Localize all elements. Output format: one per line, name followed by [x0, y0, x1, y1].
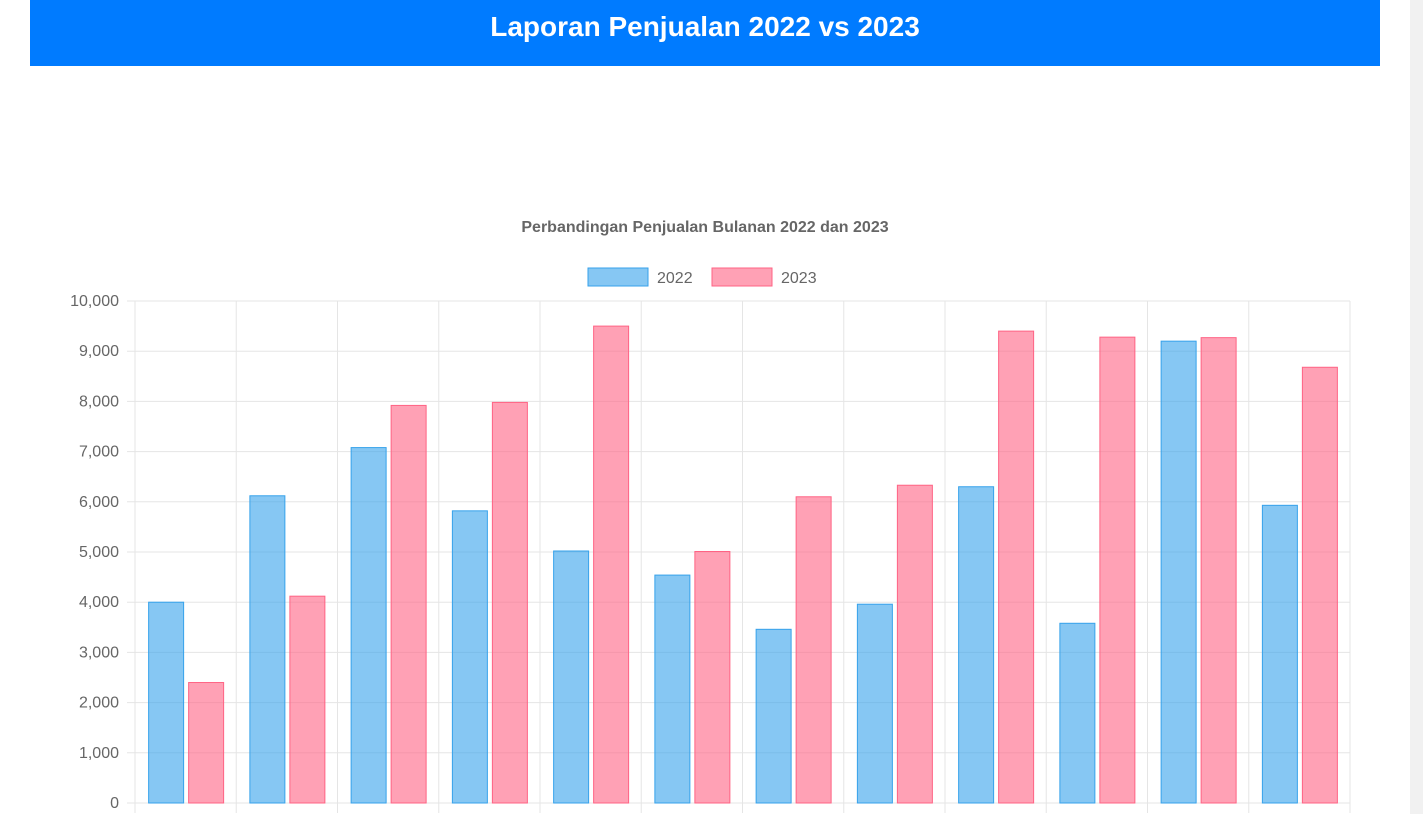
bar-2022-12[interactable] — [1261, 504, 1298, 804]
y-tick-label: 7,000 — [79, 444, 119, 461]
chart-legend[interactable]: 2022 2023 — [587, 267, 817, 287]
y-tick-label: 1,000 — [79, 745, 119, 762]
y-axis: 0 1,000 2,000 3,000 4,000 5,000 6,000 7,000 8,00… — [70, 293, 119, 812]
page-title: Laporan Penjualan 2022 vs 2023 — [490, 11, 920, 42]
chart-grid — [127, 300, 1351, 813]
chart-title: Perbandingan Penjualan Bulanan 2022 dan … — [521, 219, 888, 236]
y-tick-label: 9,000 — [79, 343, 119, 360]
bar-2023-2[interactable] — [289, 595, 326, 804]
bar-2023-11[interactable] — [1200, 337, 1237, 804]
header-bar: Laporan Penjualan 2022 vs 2023 — [30, 0, 1380, 66]
legend-label-2023[interactable]: 2023 — [781, 270, 817, 287]
bar-2022-8[interactable] — [856, 603, 893, 804]
legend-swatch-2023[interactable] — [711, 267, 773, 287]
bar-2023-4[interactable] — [491, 401, 528, 804]
bar-2022-10[interactable] — [1059, 622, 1096, 804]
bar-2023-9[interactable] — [998, 330, 1035, 804]
bar-2022-7[interactable] — [755, 628, 792, 804]
y-tick-label: 5,000 — [79, 544, 119, 561]
bar-2023-8[interactable] — [896, 484, 933, 804]
vertical-scrollbar[interactable] — [1410, 0, 1423, 814]
y-tick-label: 0 — [110, 795, 119, 812]
bar-2023-5[interactable] — [593, 325, 630, 804]
bar-2023-10[interactable] — [1099, 336, 1136, 804]
bar-2022-6[interactable] — [654, 574, 691, 804]
bar-2023-12[interactable] — [1301, 366, 1338, 804]
chart-bars — [148, 325, 1338, 804]
y-tick-label: 6,000 — [79, 494, 119, 511]
bar-2022-9[interactable] — [958, 486, 995, 804]
y-tick-label: 4,000 — [79, 594, 119, 611]
y-tick-label: 2,000 — [79, 695, 119, 712]
y-tick-label: 8,000 — [79, 393, 119, 410]
bar-2022-11[interactable] — [1160, 340, 1197, 804]
bar-2022-4[interactable] — [451, 510, 488, 804]
bar-2022-2[interactable] — [249, 495, 286, 804]
legend-swatch-2022[interactable] — [587, 267, 649, 287]
bar-2022-1[interactable] — [148, 601, 185, 804]
bar-2023-6[interactable] — [694, 550, 731, 804]
y-tick-label: 3,000 — [79, 644, 119, 661]
legend-label-2022[interactable]: 2022 — [657, 270, 693, 287]
bar-2023-1[interactable] — [188, 682, 225, 804]
bar-2023-7[interactable] — [795, 496, 832, 804]
y-tick-label: 10,000 — [70, 293, 119, 310]
bar-2023-3[interactable] — [390, 404, 427, 804]
bar-2022-3[interactable] — [350, 447, 387, 804]
bar-2022-5[interactable] — [553, 550, 590, 804]
